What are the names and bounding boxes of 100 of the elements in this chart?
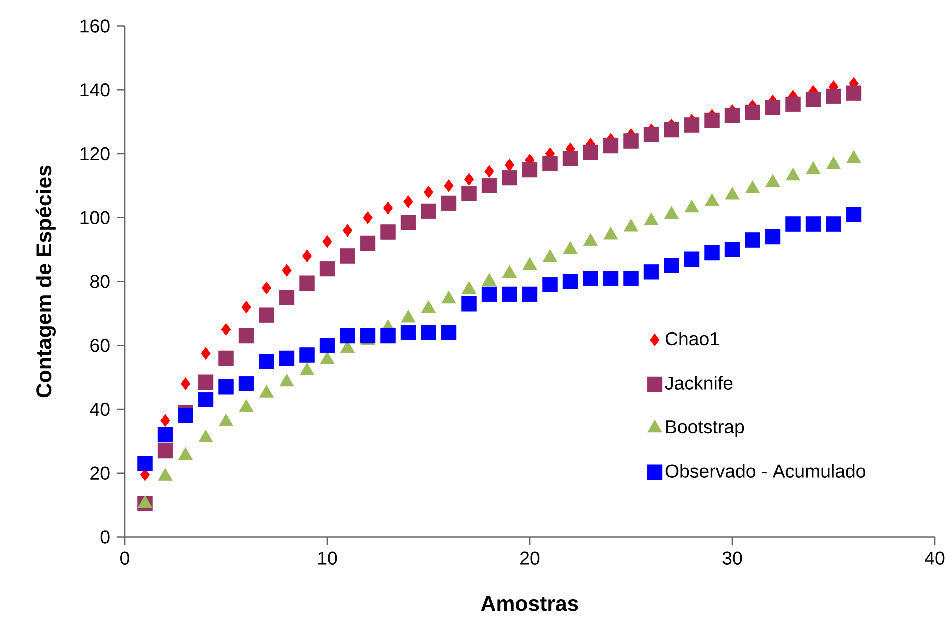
- y-tick-label: 0: [100, 530, 110, 544]
- point: [340, 248, 356, 264]
- point: [502, 170, 518, 186]
- point: [380, 328, 396, 344]
- legend-label: Jacknife: [665, 376, 733, 390]
- point: [238, 376, 254, 392]
- y-tick-label: 100: [80, 211, 110, 224]
- legend-label: Chao1: [666, 332, 720, 346]
- x-tick-label: 20: [520, 552, 540, 565]
- point: [160, 414, 170, 427]
- point: [826, 216, 842, 232]
- point: [522, 286, 538, 302]
- point: [462, 186, 477, 202]
- point: [342, 224, 353, 237]
- point: [279, 350, 295, 366]
- point: [180, 378, 191, 390]
- point: [238, 328, 254, 344]
- point: [380, 224, 396, 240]
- point: [363, 212, 373, 224]
- x-tick-label: 0: [120, 552, 130, 565]
- point: [383, 202, 394, 215]
- point: [218, 350, 234, 366]
- point: [684, 252, 700, 268]
- y-tick-label: 60: [90, 339, 110, 352]
- point: [786, 96, 801, 112]
- point: [522, 162, 538, 178]
- y-tick-label: 160: [80, 20, 110, 33]
- point: [421, 204, 436, 220]
- point: [404, 196, 414, 208]
- point: [583, 270, 598, 286]
- point: [221, 323, 232, 336]
- point: [502, 286, 518, 302]
- x-axis-title: Amostras: [481, 596, 578, 612]
- point: [664, 122, 680, 138]
- point: [562, 274, 578, 290]
- legend-label: Observado - Acumulado: [666, 464, 866, 478]
- point: [421, 325, 436, 340]
- point: [624, 134, 639, 149]
- point: [218, 380, 234, 395]
- y-tick-label: 20: [90, 466, 110, 480]
- point: [482, 286, 498, 302]
- point: [745, 104, 760, 120]
- point: [300, 276, 315, 291]
- point: [765, 100, 781, 116]
- point: [826, 88, 842, 104]
- point: [340, 328, 356, 344]
- point: [644, 264, 660, 280]
- point: [846, 207, 862, 222]
- point: [441, 196, 457, 212]
- point: [462, 296, 477, 312]
- point: [562, 151, 578, 166]
- point: [360, 236, 376, 252]
- point: [444, 180, 454, 192]
- point: [765, 229, 781, 245]
- point: [484, 165, 494, 178]
- point: [624, 270, 639, 286]
- point: [424, 186, 434, 199]
- y-tick-label: 40: [90, 402, 110, 416]
- point: [178, 408, 194, 424]
- point: [242, 301, 252, 314]
- point: [542, 277, 558, 293]
- point: [542, 156, 558, 172]
- point: [704, 245, 720, 261]
- point: [158, 427, 174, 443]
- point: [282, 264, 292, 277]
- x-tick-label: 30: [722, 552, 742, 565]
- point: [400, 215, 416, 230]
- point: [806, 92, 822, 108]
- point: [504, 158, 515, 172]
- x-tick-label: 10: [318, 552, 338, 565]
- point: [464, 173, 474, 186]
- point: [302, 250, 312, 262]
- y-axis-title: Contagem de Espécies: [36, 166, 56, 398]
- point: [745, 232, 760, 248]
- point: [724, 108, 740, 124]
- point: [583, 144, 598, 160]
- point: [441, 325, 457, 340]
- point: [482, 178, 498, 194]
- point: [360, 328, 376, 344]
- point: [201, 347, 211, 360]
- point: [198, 374, 214, 390]
- point: [300, 348, 315, 363]
- point: [724, 242, 740, 258]
- legend-label: Bootstrap: [666, 420, 744, 438]
- point: [644, 127, 660, 142]
- point: [138, 456, 153, 472]
- point: [704, 112, 720, 128]
- point: [198, 392, 214, 408]
- point: [664, 258, 680, 274]
- y-tick-label: 80: [90, 275, 110, 288]
- y-tick-label: 140: [80, 84, 110, 97]
- point: [322, 236, 332, 248]
- point: [684, 118, 700, 133]
- point: [158, 443, 174, 459]
- point: [786, 216, 801, 232]
- point: [806, 216, 822, 232]
- point: [259, 308, 274, 323]
- point: [262, 282, 272, 294]
- point: [279, 290, 295, 306]
- point: [259, 354, 274, 370]
